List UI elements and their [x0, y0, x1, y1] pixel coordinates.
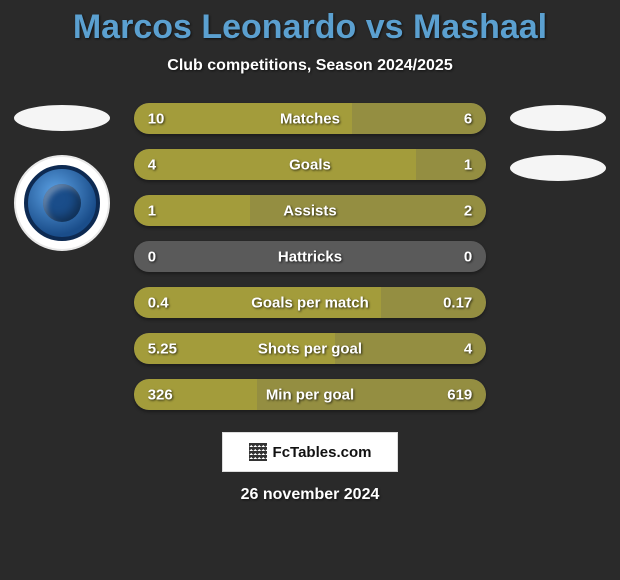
stat-row: 0 0 Hattricks — [134, 241, 487, 272]
bar-left-value: 0.4 — [148, 294, 169, 311]
brand-box[interactable]: FcTables.com — [222, 432, 398, 472]
bar-right-fill — [416, 149, 487, 180]
player-photo-placeholder — [510, 105, 606, 131]
date: 26 november 2024 — [241, 486, 380, 504]
brand-chart-icon — [249, 443, 267, 461]
bar-label: Matches — [280, 110, 340, 127]
bar-label: Min per goal — [266, 386, 354, 403]
bar-left-value: 0 — [148, 248, 156, 265]
bar-label: Goals — [289, 156, 331, 173]
stat-row: 326 619 Min per goal — [134, 379, 487, 410]
footer: FcTables.com 26 november 2024 — [0, 432, 620, 504]
bar-left-value: 1 — [148, 202, 156, 219]
right-player-column — [504, 103, 612, 181]
player-photo-placeholder — [14, 105, 110, 131]
bar-right-value: 4 — [464, 340, 472, 357]
bar-label: Hattricks — [278, 248, 342, 265]
stat-row: 0.4 0.17 Goals per match — [134, 287, 487, 318]
bar-label: Assists — [283, 202, 336, 219]
stat-row: 10 6 Matches — [134, 103, 487, 134]
bar-right-value: 0 — [464, 248, 472, 265]
bar-right-value: 2 — [464, 202, 472, 219]
bar-left-value: 10 — [148, 110, 165, 127]
comparison-panel: Marcos Leonardo vs Mashaal Club competit… — [0, 0, 620, 580]
club-badge-placeholder-icon — [510, 155, 606, 181]
left-player-column — [8, 103, 116, 251]
bar-right-value: 0.17 — [443, 294, 472, 311]
bar-right-value: 1 — [464, 156, 472, 173]
bar-left-value: 4 — [148, 156, 156, 173]
bar-label: Shots per goal — [258, 340, 362, 357]
bar-left-value: 326 — [148, 386, 173, 403]
stat-row: 4 1 Goals — [134, 149, 487, 180]
bar-left-fill — [134, 149, 416, 180]
bar-right-value: 619 — [447, 386, 472, 403]
brand-text: FcTables.com — [273, 444, 372, 461]
bar-label: Goals per match — [251, 294, 369, 311]
al-hilal-badge-icon — [14, 155, 110, 251]
subtitle: Club competitions, Season 2024/2025 — [0, 57, 620, 75]
stat-row: 1 2 Assists — [134, 195, 487, 226]
stat-bars: 10 6 Matches 4 1 Goals 1 2 Assists 0 0 Hattricks 0.4… — [134, 103, 487, 410]
bar-left-value: 5.25 — [148, 340, 177, 357]
stat-row: 5.25 4 Shots per goal — [134, 333, 487, 364]
main-area: 10 6 Matches 4 1 Goals 1 2 Assists 0 0 Hattricks 0.4… — [0, 103, 620, 410]
page-title: Marcos Leonardo vs Mashaal — [0, 8, 620, 47]
bar-right-value: 6 — [464, 110, 472, 127]
